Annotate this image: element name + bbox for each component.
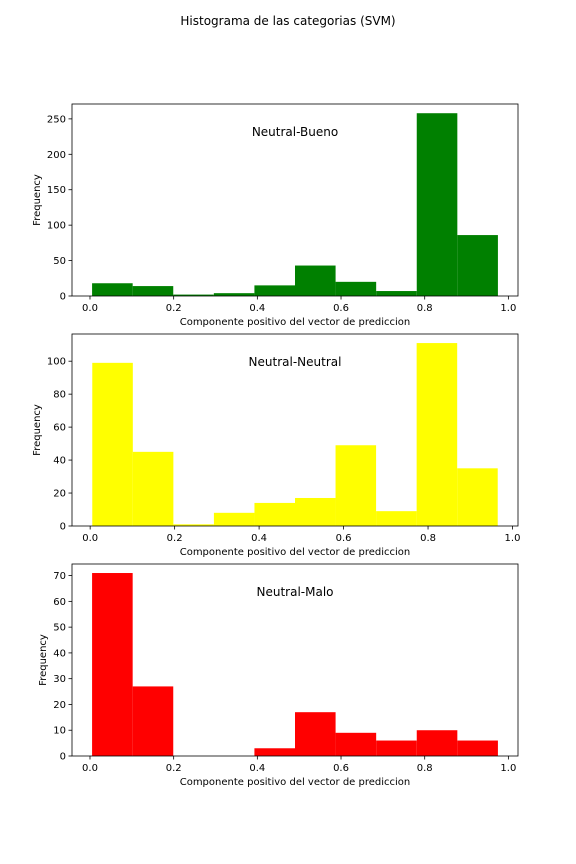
x-tick-label: 0.8	[417, 303, 433, 314]
histogram-bar	[173, 294, 214, 296]
histogram-bar	[254, 502, 295, 526]
y-tick-label: 0	[60, 752, 66, 763]
x-tick-label: 0.8	[417, 763, 433, 774]
y-tick-label: 100	[47, 221, 66, 232]
y-tick-label: 100	[47, 357, 66, 368]
x-tick-label: 0.0	[82, 533, 98, 544]
y-tick-label: 40	[53, 648, 66, 659]
plot-frame	[71, 333, 519, 527]
x-tick-label: 0.2	[166, 303, 182, 314]
histogram-bar	[457, 740, 498, 756]
x-tick-label: 0.2	[166, 763, 182, 774]
x-tick-label: 0.6	[333, 303, 349, 314]
histogram-bar	[92, 362, 133, 526]
y-tick-label: 200	[47, 150, 66, 161]
x-tick-label: 1.0	[505, 533, 521, 544]
histogram-bar	[132, 686, 174, 756]
y-tick-label: 0	[60, 292, 66, 303]
histogram-bar	[416, 343, 458, 526]
x-axis-label: Componente positivo del vector de predic…	[180, 317, 411, 328]
histogram-bar	[335, 281, 377, 296]
histogram-bar	[295, 712, 336, 756]
y-tick-label: 80	[53, 390, 66, 401]
plot-title: Neutral-Bueno	[252, 125, 338, 139]
y-tick-label: 60	[53, 423, 66, 434]
plot-title: Neutral-Malo	[256, 585, 333, 599]
histogram-bar	[376, 740, 417, 756]
y-tick-label: 20	[53, 700, 66, 711]
x-tick-label: 0.6	[333, 763, 349, 774]
figure-title: Histograma de las categorias (SVM)	[180, 14, 396, 28]
y-tick-label: 30	[53, 674, 66, 685]
x-tick-label: 1.0	[500, 763, 516, 774]
y-tick-label: 50	[53, 623, 66, 634]
histogram-bar	[295, 265, 336, 296]
histogram-bar	[335, 445, 377, 526]
histogram-bar	[376, 291, 417, 296]
histogram-bar	[213, 293, 255, 296]
histogram-bar	[457, 235, 498, 296]
histogram-bar	[254, 285, 295, 296]
plot-frame	[71, 103, 519, 297]
histogram-bar	[376, 511, 417, 526]
histogram-bar	[295, 497, 336, 526]
histogram-bar	[416, 113, 458, 297]
histogram-bar	[132, 286, 174, 296]
x-axis-label: Componente positivo del vector de predic…	[180, 777, 411, 788]
y-tick-label: 50	[53, 256, 66, 267]
histogram-bar	[335, 732, 377, 756]
histogram-bar	[213, 512, 255, 526]
x-tick-label: 0.8	[420, 533, 436, 544]
y-tick-label: 20	[53, 489, 66, 500]
y-axis-label: Frequency	[32, 174, 43, 226]
histogram-bar	[416, 730, 458, 756]
histogram-bar	[254, 748, 295, 756]
x-tick-label: 0.4	[249, 303, 265, 314]
x-tick-label: 0.6	[336, 533, 352, 544]
x-axis-label: Componente positivo del vector de predic…	[180, 547, 411, 558]
plot-frame	[71, 563, 519, 757]
y-tick-label: 40	[53, 456, 66, 467]
x-tick-label: 0.0	[82, 763, 98, 774]
x-tick-label: 1.0	[500, 303, 516, 314]
y-axis-label: Frequency	[38, 634, 49, 686]
histogram-bar	[457, 468, 498, 526]
y-tick-label: 150	[47, 185, 66, 196]
y-tick-label: 60	[53, 597, 66, 608]
x-tick-label: 0.4	[251, 533, 267, 544]
histogram-bar	[92, 573, 133, 756]
plot-title: Neutral-Neutral	[249, 355, 342, 369]
y-axis-label: Frequency	[32, 404, 43, 456]
histogram-bar	[173, 524, 214, 526]
x-tick-label: 0.4	[249, 763, 265, 774]
histogram-bar	[92, 283, 133, 296]
y-tick-label: 0	[60, 522, 66, 533]
y-tick-label: 250	[47, 114, 66, 125]
x-tick-label: 0.0	[82, 303, 98, 314]
y-tick-label: 70	[53, 571, 66, 582]
histogram-bar	[132, 451, 174, 526]
y-tick-label: 10	[53, 726, 66, 737]
x-tick-label: 0.2	[167, 533, 183, 544]
